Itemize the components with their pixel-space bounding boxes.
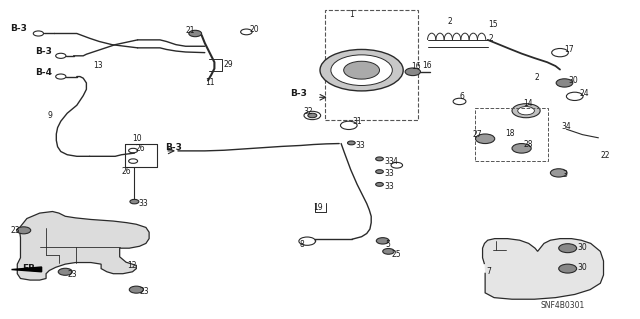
Circle shape xyxy=(405,68,420,76)
Text: B-4: B-4 xyxy=(35,68,52,77)
Text: 33: 33 xyxy=(384,182,394,191)
Text: 30: 30 xyxy=(577,263,587,272)
Text: 4: 4 xyxy=(393,157,398,166)
Text: 33: 33 xyxy=(384,169,394,178)
Text: B-3: B-3 xyxy=(165,143,182,152)
Text: 9: 9 xyxy=(48,111,53,120)
Text: 33: 33 xyxy=(384,157,394,166)
Text: 8: 8 xyxy=(300,241,304,249)
Circle shape xyxy=(129,159,138,163)
Circle shape xyxy=(476,134,495,144)
Text: SNF4B0301: SNF4B0301 xyxy=(541,301,585,310)
Text: 14: 14 xyxy=(524,99,533,108)
Circle shape xyxy=(331,55,392,85)
Circle shape xyxy=(512,104,540,118)
Text: 29: 29 xyxy=(224,60,234,69)
Text: 16: 16 xyxy=(422,61,432,70)
Text: 17: 17 xyxy=(564,45,574,54)
Text: 15: 15 xyxy=(488,20,498,29)
Text: 7: 7 xyxy=(486,267,492,276)
Text: 31: 31 xyxy=(352,117,362,126)
Circle shape xyxy=(383,249,394,254)
Text: 28: 28 xyxy=(524,140,533,149)
Circle shape xyxy=(512,144,531,153)
Polygon shape xyxy=(483,239,604,299)
Bar xyxy=(325,10,418,120)
Circle shape xyxy=(17,227,31,234)
Circle shape xyxy=(552,48,568,57)
Circle shape xyxy=(320,49,403,91)
Text: FR.: FR. xyxy=(22,264,39,273)
Text: 20: 20 xyxy=(250,25,259,34)
Text: 13: 13 xyxy=(93,61,102,70)
Circle shape xyxy=(376,157,383,161)
Circle shape xyxy=(453,98,466,105)
Text: B-3: B-3 xyxy=(35,47,52,56)
Circle shape xyxy=(376,170,383,174)
Circle shape xyxy=(58,268,72,275)
Circle shape xyxy=(344,61,380,79)
Text: 10: 10 xyxy=(132,134,142,143)
Text: 33: 33 xyxy=(356,141,365,150)
Circle shape xyxy=(376,238,389,244)
Circle shape xyxy=(556,79,573,87)
Text: 12: 12 xyxy=(127,261,136,270)
Text: 23: 23 xyxy=(140,287,149,296)
Circle shape xyxy=(550,169,567,177)
Circle shape xyxy=(189,30,202,37)
Circle shape xyxy=(56,74,66,79)
Text: 1: 1 xyxy=(349,10,353,19)
Text: 16: 16 xyxy=(411,63,420,71)
Circle shape xyxy=(376,182,383,186)
Circle shape xyxy=(129,148,138,153)
Text: 18: 18 xyxy=(506,130,515,138)
Circle shape xyxy=(340,121,357,130)
Text: 2: 2 xyxy=(534,73,539,82)
Circle shape xyxy=(308,113,317,118)
Text: 34: 34 xyxy=(561,122,571,131)
Text: 22: 22 xyxy=(600,151,610,160)
Circle shape xyxy=(348,141,355,145)
Text: 25: 25 xyxy=(392,250,401,259)
Text: B-3: B-3 xyxy=(10,24,27,33)
Circle shape xyxy=(304,111,321,120)
Circle shape xyxy=(391,162,403,168)
Polygon shape xyxy=(12,267,42,272)
Circle shape xyxy=(129,286,143,293)
Text: 26: 26 xyxy=(136,145,145,153)
Text: 19: 19 xyxy=(313,204,323,212)
Text: 6: 6 xyxy=(460,92,465,101)
Text: 30: 30 xyxy=(577,243,587,252)
Text: 23: 23 xyxy=(67,270,77,279)
Text: 27: 27 xyxy=(472,130,482,139)
Text: 33: 33 xyxy=(138,199,148,208)
Text: 23: 23 xyxy=(10,226,20,235)
Circle shape xyxy=(518,107,534,115)
Circle shape xyxy=(559,244,577,253)
Circle shape xyxy=(299,237,316,245)
Text: 11: 11 xyxy=(205,78,214,87)
Circle shape xyxy=(241,29,252,35)
Text: 2: 2 xyxy=(448,17,452,26)
Text: 5: 5 xyxy=(385,240,390,249)
Text: 21: 21 xyxy=(186,26,195,35)
Text: B-3: B-3 xyxy=(291,89,307,98)
Circle shape xyxy=(33,31,44,36)
Circle shape xyxy=(559,264,577,273)
Circle shape xyxy=(130,199,139,204)
Circle shape xyxy=(56,53,66,58)
Text: 2: 2 xyxy=(488,34,493,43)
Text: 32: 32 xyxy=(303,107,313,116)
Polygon shape xyxy=(17,211,149,280)
Text: 3: 3 xyxy=(562,170,567,179)
Bar xyxy=(475,108,548,161)
Circle shape xyxy=(566,92,583,100)
Text: 26: 26 xyxy=(122,167,131,176)
Text: 30: 30 xyxy=(568,76,578,85)
Text: 24: 24 xyxy=(579,89,589,98)
